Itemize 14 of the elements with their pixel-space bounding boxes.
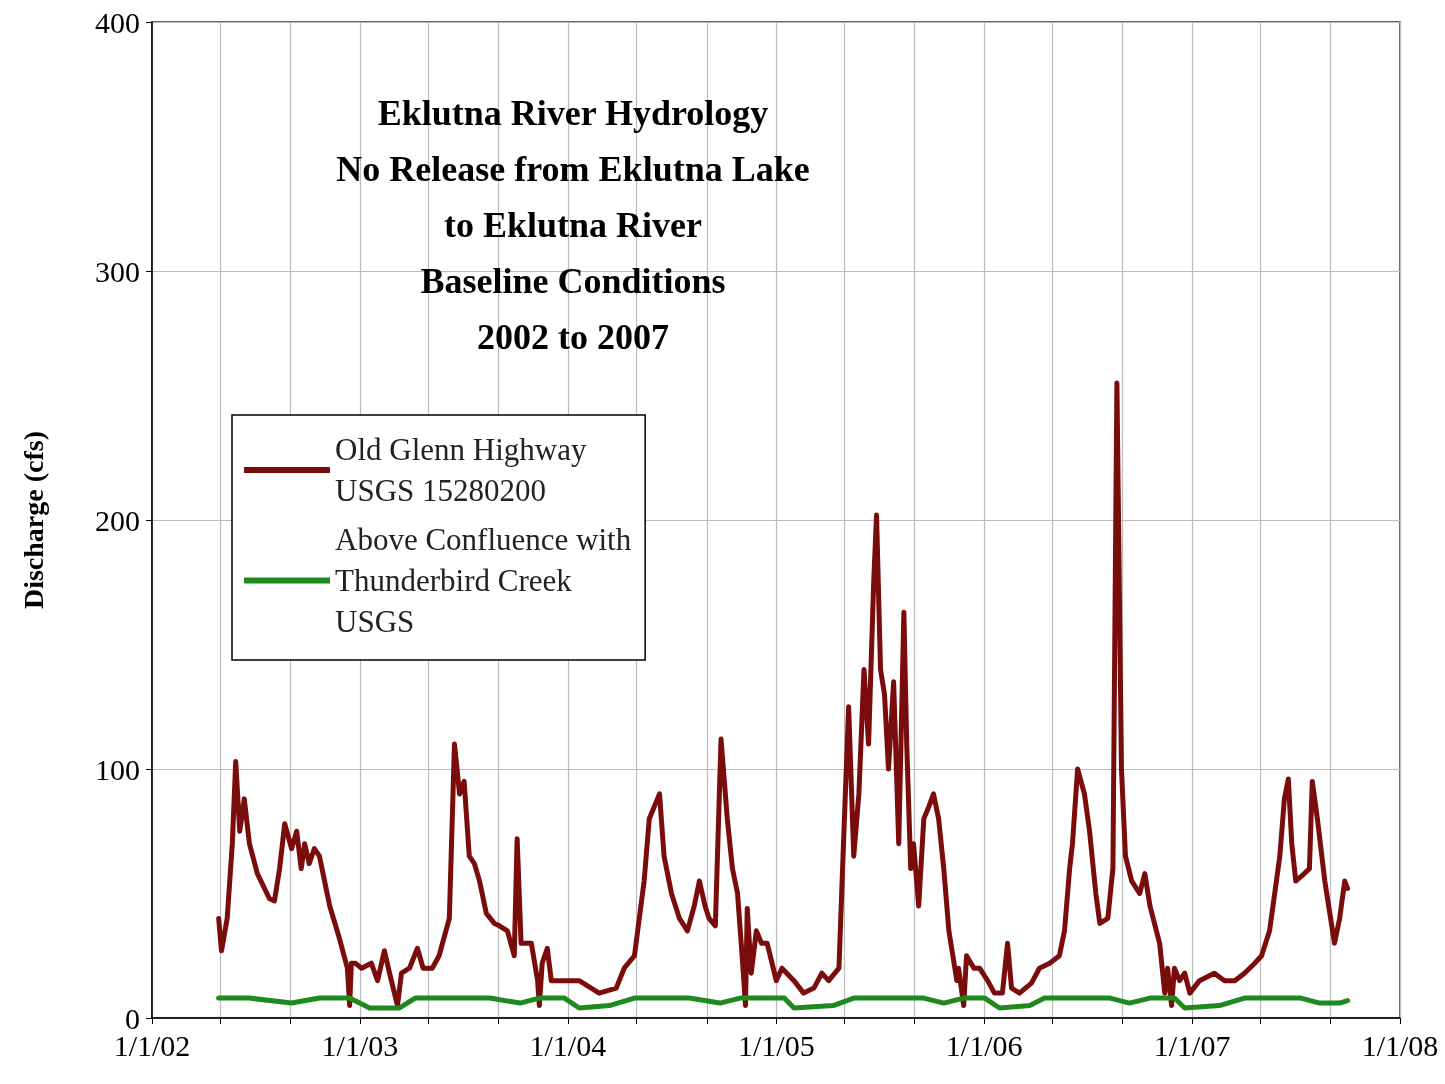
y-tick-label: 300 <box>95 254 140 288</box>
y-tick-label: 400 <box>95 5 140 39</box>
x-tick-label: 1/1/04 <box>529 1028 607 1062</box>
y-axis-title: Discharge (cfs) <box>17 430 49 610</box>
x-tick-label: 1/1/05 <box>737 1028 815 1062</box>
legend-label: Above Confluence with Thunderbird Creek USGS <box>335 522 632 639</box>
x-tick-label: 1/1/06 <box>945 1028 1023 1062</box>
x-tick-label: 1/1/07 <box>1153 1028 1231 1062</box>
x-tick-label: 1/1/08 <box>1361 1028 1439 1062</box>
legend-label: Old Glenn Highway USGS 15280200 <box>335 432 587 508</box>
y-tick-label: 200 <box>95 503 140 537</box>
y-tick-label: 100 <box>95 752 140 786</box>
x-tick-label: 1/1/03 <box>321 1028 399 1062</box>
text: Eklutna River Hydrology No Release from Eklutna Lake to Eklutna River Baseline Conditions 2002 to 2007 <box>336 93 810 357</box>
